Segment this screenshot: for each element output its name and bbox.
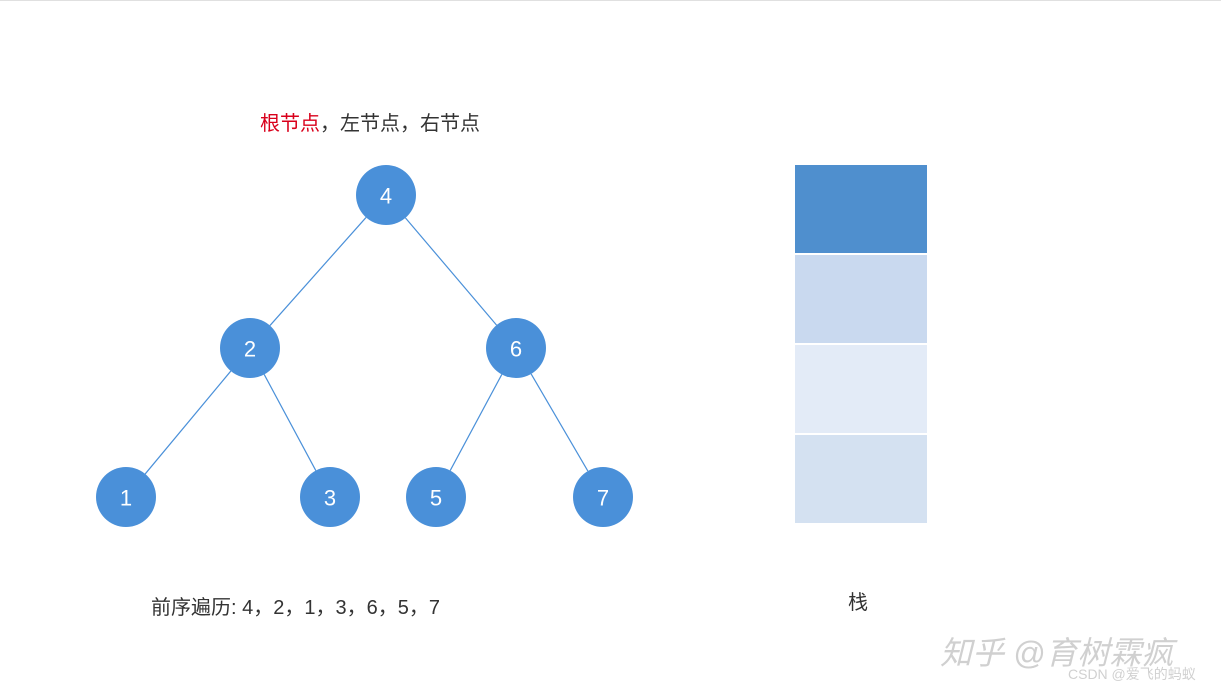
tree-edge (270, 217, 366, 325)
tree-edge (264, 374, 316, 470)
tree-edge (450, 374, 502, 470)
traversal-sequence: 4，2，1，3，6，5，7 (242, 597, 440, 619)
stack-cell-0 (794, 164, 928, 254)
tree-node-3: 3 (300, 467, 360, 527)
stack-cell-3 (794, 434, 928, 524)
tree-node-5: 5 (406, 467, 466, 527)
svg-text:7: 7 (597, 486, 609, 511)
tree-edge (405, 218, 496, 325)
stack-label: 栈 (848, 586, 868, 615)
svg-text:4: 4 (380, 184, 392, 209)
svg-text:5: 5 (430, 486, 442, 511)
watermark-csdn: CSDN @爱飞的蚂蚁 (1068, 664, 1196, 684)
diagram-canvas: 根节点，左节点，右节点 4261357 前序遍历: 4，2，1，3，6，5，7 … (0, 0, 1221, 687)
svg-text:2: 2 (244, 337, 256, 362)
binary-tree: 4 2 6 1 3 5 7 (0, 0, 1221, 687)
tree-node-7: 7 (573, 467, 633, 527)
tree-node-2: 2 (220, 318, 280, 378)
svg-text:6: 6 (510, 337, 522, 362)
stack-cell-2 (794, 344, 928, 434)
svg-text:3: 3 (324, 486, 336, 511)
tree-edge (145, 371, 231, 474)
stack-cell-1 (794, 254, 928, 344)
tree-edge (531, 374, 588, 471)
traversal-label: 前序遍历: (151, 597, 237, 619)
tree-node-4: 4 (356, 165, 416, 225)
tree-node-6: 6 (486, 318, 546, 378)
svg-text:1: 1 (120, 486, 132, 511)
preorder-traversal-text: 前序遍历: 4，2，1，3，6，5，7 (151, 591, 440, 620)
tree-node-1: 1 (96, 467, 156, 527)
